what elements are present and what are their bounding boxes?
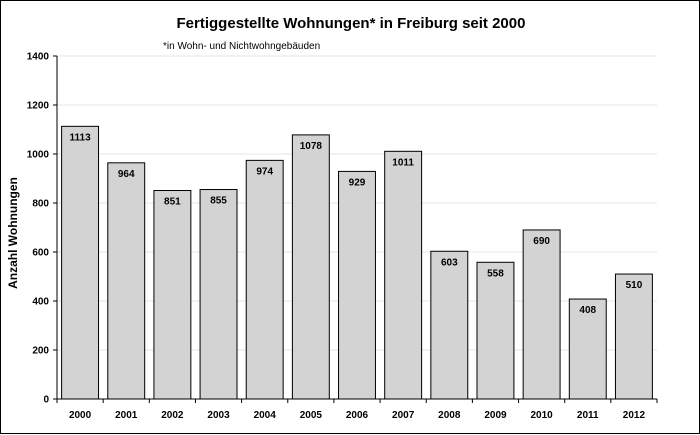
- tick-labels: 0 200 400 600 800 1000 1200 1400 2000 2001 2002 200…: [27, 52, 646, 422]
- x-tick-label: 2011: [577, 410, 599, 421]
- data-label-2011: 408: [579, 305, 596, 316]
- y-axis-label: Anzahl Wohnungen: [6, 177, 20, 289]
- bar-2002: [153, 190, 192, 400]
- data-label-2004: 974: [256, 166, 273, 177]
- data-label-2000: 1113: [69, 132, 91, 143]
- y-tick-label: 1200: [27, 101, 50, 112]
- y-tick-label: 400: [32, 297, 49, 308]
- x-tick-label: 2008: [438, 410, 461, 421]
- data-label-2008: 603: [441, 257, 458, 268]
- bar-2008: [430, 250, 469, 400]
- y-tick-label: 800: [32, 199, 49, 210]
- data-label-2010: 690: [533, 236, 550, 247]
- bar-2007: [384, 150, 423, 400]
- data-label-2009: 558: [487, 268, 504, 279]
- x-tick-label: 2004: [254, 410, 277, 421]
- bar-2009: [476, 261, 515, 400]
- data-label-2005: 1078: [300, 141, 323, 152]
- x-tick-label: 2001: [115, 410, 138, 421]
- bar-2010: [522, 229, 561, 400]
- x-tick-label: 2009: [484, 410, 507, 421]
- bar-2012: [614, 273, 653, 400]
- bars: 1113 964 851 855 974 1078 929 1011 603 558 690 408 5…: [61, 125, 653, 400]
- bar-2001: [107, 162, 146, 400]
- data-label-2012: 510: [626, 280, 643, 291]
- bar-2005: [291, 134, 330, 400]
- y-tick-label: 600: [32, 248, 49, 259]
- bar-2003: [199, 189, 238, 400]
- y-tick-label: 0: [43, 395, 49, 406]
- x-tick-label: 2006: [346, 410, 369, 421]
- bar-2000: [61, 125, 100, 400]
- y-tick-label: 1000: [27, 150, 50, 161]
- bar-2004: [245, 159, 284, 400]
- x-tick-label: 2012: [623, 410, 646, 421]
- y-tick-label: 200: [32, 346, 49, 357]
- data-label-2003: 855: [210, 196, 227, 207]
- axes: [53, 55, 658, 403]
- x-tick-label: 2005: [300, 410, 323, 421]
- x-tick-label: 2000: [69, 410, 92, 421]
- x-tick-label: 2010: [530, 410, 553, 421]
- bar-2006: [338, 170, 376, 400]
- x-tick-label: 2002: [161, 410, 184, 421]
- data-label-2001: 964: [118, 169, 135, 180]
- x-tick-label: 2007: [392, 410, 415, 421]
- data-label-2007: 1011: [392, 157, 414, 168]
- chart-title: Fertiggestellte Wohnungen* in Freiburg s…: [177, 15, 526, 32]
- y-tick-label: 1400: [27, 52, 50, 63]
- data-label-2006: 929: [349, 177, 366, 188]
- x-tick-label: 2003: [207, 410, 230, 421]
- chart-subtitle: *in Wohn- und Nichtwohngebäuden: [163, 41, 320, 52]
- data-label-2002: 851: [164, 197, 181, 208]
